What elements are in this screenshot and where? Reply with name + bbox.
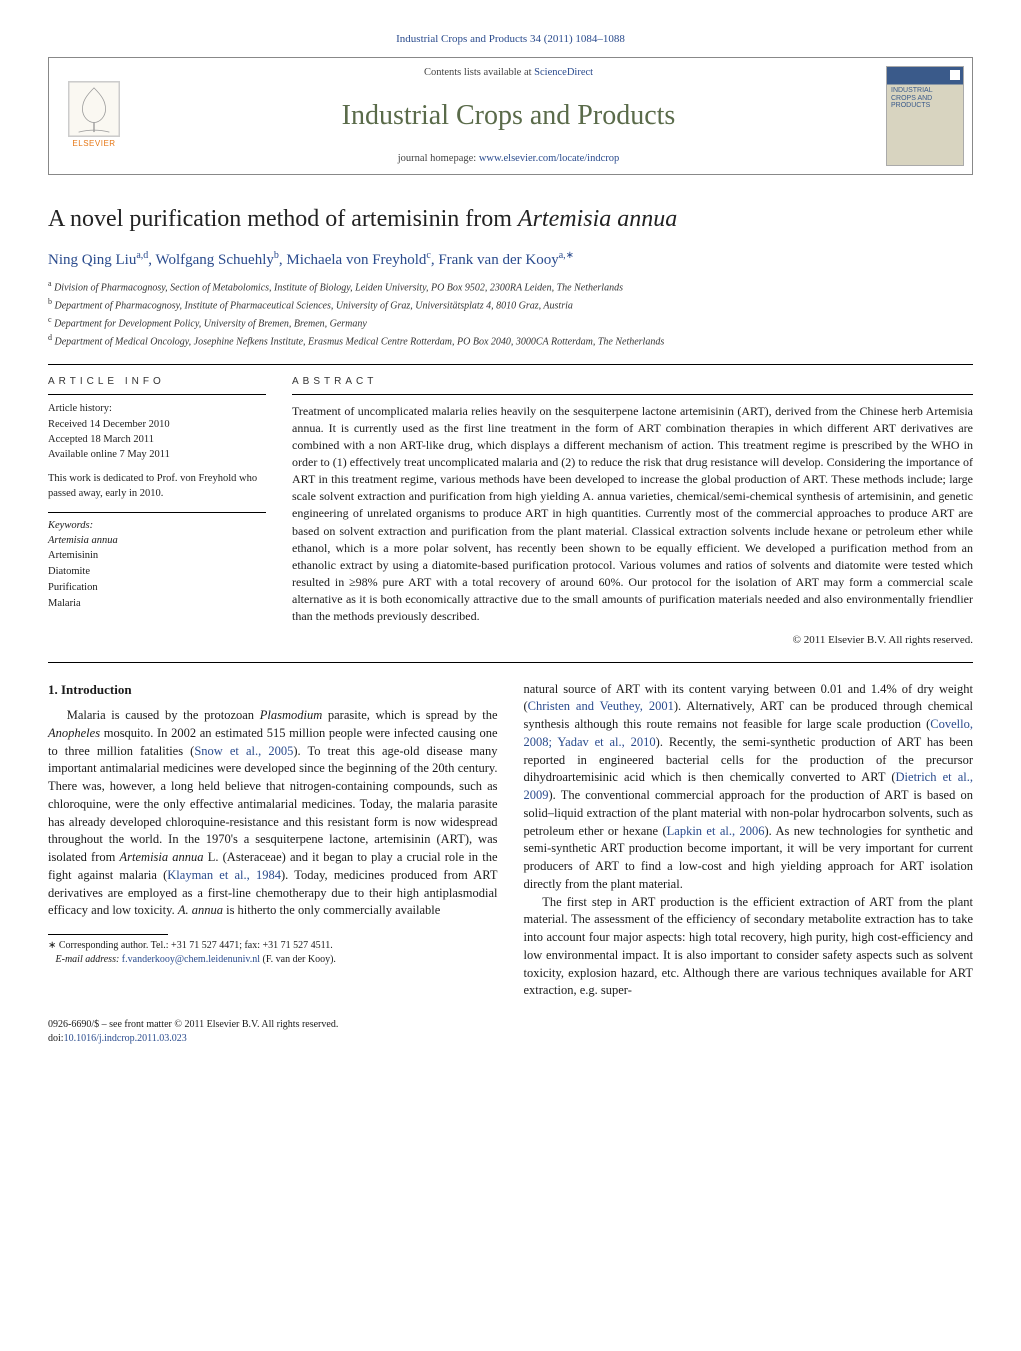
affiliation-line: a Division of Pharmacognosy, Section of … xyxy=(48,278,973,296)
footnote-block: ∗ Corresponding author. Tel.: +31 71 527… xyxy=(48,934,498,967)
copyright-line: © 2011 Elsevier B.V. All rights reserved… xyxy=(292,633,973,648)
section-rule-2 xyxy=(48,662,973,663)
t-ital: Artemisia annua xyxy=(120,850,204,864)
homepage-link[interactable]: www.elsevier.com/locate/indcrop xyxy=(479,153,619,164)
elsevier-tree-icon xyxy=(68,81,120,137)
keyword: Purification xyxy=(48,580,266,596)
t-ital: Anopheles xyxy=(48,726,100,740)
keywords-list: Artemisia annuaArtemisininDiatomitePurif… xyxy=(48,533,266,612)
affiliation-line: c Department for Development Policy, Uni… xyxy=(48,314,973,332)
info-abstract-row: article info Article history: Received 1… xyxy=(48,375,973,648)
footnote-corr: Corresponding author. Tel.: +31 71 527 4… xyxy=(56,940,332,951)
history-accepted: Accepted 18 March 2011 xyxy=(48,434,154,445)
journal-cover-thumb: INDUSTRIAL CROPS AND PRODUCTS xyxy=(886,66,964,166)
article-info-column: article info Article history: Received 1… xyxy=(48,375,266,648)
article-title: A novel purification method of artemisin… xyxy=(48,203,973,235)
article-history: Article history: Received 14 December 20… xyxy=(48,401,266,462)
keyword: Diatomite xyxy=(48,564,266,580)
issn-line: 0926-6690/$ – see front matter © 2011 El… xyxy=(48,1019,338,1030)
homepage-line: journal homepage: www.elsevier.com/locat… xyxy=(398,152,620,166)
cover-thumb-cell: INDUSTRIAL CROPS AND PRODUCTS xyxy=(878,58,972,174)
t: ). To treat this age-old disease many im… xyxy=(48,744,498,865)
abstract-text: Treatment of uncomplicated malaria relie… xyxy=(292,403,973,624)
keywords-heading: Keywords: xyxy=(48,519,266,533)
corresponding-email-link[interactable]: f.vanderkooy@chem.leidenuniv.nl xyxy=(122,954,260,965)
journal-header: ELSEVIER Contents lists available at Sci… xyxy=(48,57,973,175)
footnote-rule xyxy=(48,934,168,935)
citation-link[interactable]: Lapkin et al., 2006 xyxy=(667,824,765,838)
corresponding-footnote: ∗ Corresponding author. Tel.: +31 71 527… xyxy=(48,939,498,967)
history-received: Received 14 December 2010 xyxy=(48,419,170,430)
email-label: E-mail address: xyxy=(56,954,122,965)
t-ital: A. annua xyxy=(178,903,223,917)
intro-heading: 1. Introduction xyxy=(48,681,498,699)
intro-para-3: The first step in ART production is the … xyxy=(524,894,974,1001)
doi-link[interactable]: 10.1016/j.indcrop.2011.03.023 xyxy=(64,1033,187,1044)
email-who: (F. van der Kooy). xyxy=(260,954,336,965)
body-columns: 1. Introduction Malaria is caused by the… xyxy=(48,681,973,1001)
contents-prefix: Contents lists available at xyxy=(424,67,534,78)
intro-para-1: Malaria is caused by the protozoan Plasm… xyxy=(48,707,498,920)
t: parasite, which is spread by the xyxy=(322,708,497,722)
citation-link[interactable]: Klayman et al., 1984 xyxy=(167,868,281,882)
footer-meta: 0926-6690/$ – see front matter © 2011 El… xyxy=(48,1018,973,1046)
abstract-column: abstract Treatment of uncomplicated mala… xyxy=(292,375,973,648)
doi-label: doi: xyxy=(48,1033,64,1044)
history-heading: Article history: xyxy=(48,403,112,414)
cover-title: INDUSTRIAL CROPS AND PRODUCTS xyxy=(891,87,959,110)
keyword: Artemisia annua xyxy=(48,533,266,549)
affiliations: a Division of Pharmacognosy, Section of … xyxy=(48,278,973,349)
title-italic: Artemisia annua xyxy=(518,206,677,232)
affiliation-line: b Department of Pharmacognosy, Institute… xyxy=(48,296,973,314)
intro-para-2: natural source of ART with its content v… xyxy=(524,681,974,894)
keyword: Malaria xyxy=(48,596,266,612)
contents-line: Contents lists available at ScienceDirec… xyxy=(424,66,593,80)
header-center: Contents lists available at ScienceDirec… xyxy=(139,58,878,174)
t-ital: Plasmodium xyxy=(260,708,323,722)
abstract-label: abstract xyxy=(292,375,973,389)
affiliation-line: d Department of Medical Oncology, Joseph… xyxy=(48,332,973,350)
publisher-name: ELSEVIER xyxy=(72,139,115,150)
homepage-prefix: journal homepage: xyxy=(398,153,479,164)
section-rule xyxy=(48,364,973,365)
t: is hitherto the only commercially availa… xyxy=(223,903,440,917)
citation-link[interactable]: Christen and Veuthey, 2001 xyxy=(528,699,674,713)
authors-line: Ning Qing Liua,d, Wolfgang Schuehlyb, Mi… xyxy=(48,249,973,270)
keyword: Artemisinin xyxy=(48,548,266,564)
article-info-label: article info xyxy=(48,375,266,389)
journal-reference: Industrial Crops and Products 34 (2011) … xyxy=(48,32,973,47)
dedication: This work is dedicated to Prof. von Frey… xyxy=(48,472,266,501)
publisher-logo-cell: ELSEVIER xyxy=(49,58,139,174)
sciencedirect-link[interactable]: ScienceDirect xyxy=(534,67,593,78)
title-text: A novel purification method of artemisin… xyxy=(48,206,518,232)
history-online: Available online 7 May 2011 xyxy=(48,449,170,460)
journal-name: Industrial Crops and Products xyxy=(342,97,676,135)
citation-link[interactable]: Snow et al., 2005 xyxy=(194,744,293,758)
t: Malaria is caused by the protozoan xyxy=(67,708,260,722)
elsevier-logo: ELSEVIER xyxy=(62,77,126,155)
